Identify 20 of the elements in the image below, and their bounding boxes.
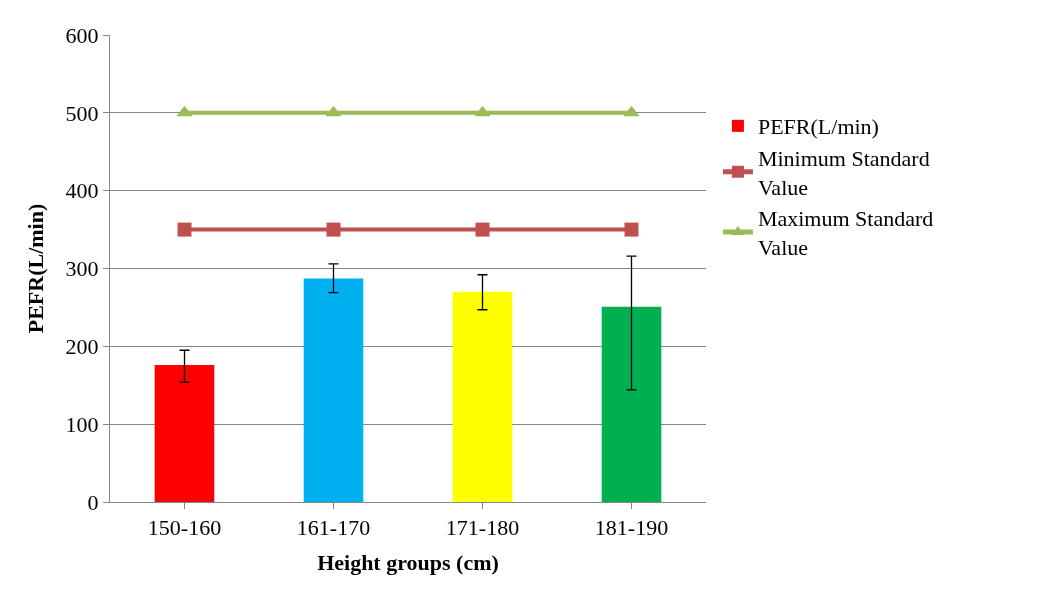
y-tick-label: 300 — [65, 256, 99, 282]
x-tick-label: 150-160 — [147, 515, 222, 541]
y-tick-label: 500 — [65, 100, 99, 126]
bar — [452, 291, 513, 502]
y-axis-title: PEFR(L/min) — [23, 203, 49, 334]
bar — [303, 278, 364, 502]
y-tick-label: 100 — [65, 411, 99, 437]
legend-label: PEFR(L/min) — [757, 114, 879, 140]
y-tick-label: 200 — [65, 334, 99, 360]
x-tick-label: 181-190 — [594, 515, 669, 541]
bar — [154, 365, 215, 502]
legend-label: Minimum Standard Value — [757, 146, 930, 200]
bar — [601, 306, 662, 502]
y-tick-label: 600 — [65, 22, 99, 48]
y-tick-label: 400 — [65, 178, 99, 204]
x-axis-title: Height groups (cm) — [317, 550, 499, 576]
x-tick-label: 171-180 — [445, 515, 520, 541]
x-tick-label: 161-170 — [296, 515, 371, 541]
legend-label: Maximum Standard Value — [757, 206, 934, 260]
y-tick-label: 0 — [87, 489, 99, 515]
